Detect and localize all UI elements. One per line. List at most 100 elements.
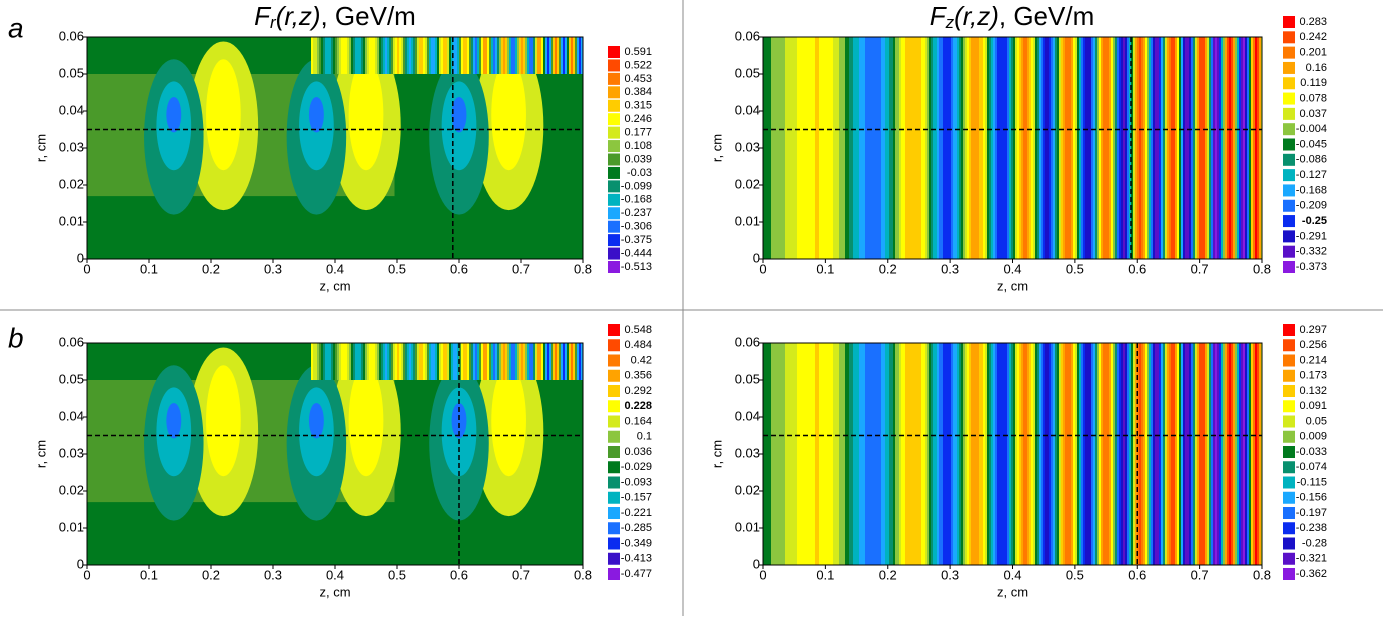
field-band (449, 37, 452, 74)
field-band (1087, 343, 1090, 565)
field-band (981, 343, 984, 565)
field-band (311, 343, 314, 380)
colorbar-swatch (1283, 169, 1295, 182)
field-band (1115, 37, 1118, 259)
colorbar-swatch (608, 552, 620, 565)
colorbar-label: 0.315 (624, 100, 652, 112)
field-band (537, 343, 540, 380)
field-band (1191, 343, 1194, 565)
field-band (945, 37, 948, 259)
field-band (1223, 343, 1226, 565)
field-band (807, 37, 810, 259)
field-band (1139, 343, 1142, 565)
colorbar-label: 0.256 (1299, 339, 1327, 351)
field-band (1059, 343, 1062, 565)
field-band (413, 37, 416, 74)
colorbar-swatch (1283, 385, 1295, 397)
field-band (967, 343, 970, 565)
field-band (1005, 343, 1008, 565)
colorbar-label: -0.168 (1296, 184, 1327, 196)
field-band (769, 37, 772, 259)
y-tick-label: 0.06 (59, 334, 84, 349)
colorbar-label: 0.177 (624, 127, 652, 139)
colorbar-label: 0.16 (1306, 62, 1327, 74)
field-band (979, 37, 982, 259)
field-band (1237, 343, 1240, 565)
x-tick-label: 0.8 (574, 567, 592, 582)
colorbar-swatch (1283, 199, 1295, 212)
field-band (575, 37, 578, 74)
x-tick-label: 0.7 (512, 261, 530, 276)
field-band (1215, 37, 1218, 259)
field-band (1025, 343, 1028, 565)
y-tick-label: 0 (753, 556, 760, 571)
colorbar-swatch (1283, 354, 1295, 367)
field-band (393, 343, 396, 380)
field-band (999, 37, 1002, 259)
field-band (443, 37, 446, 74)
field-band (523, 343, 526, 380)
field-band (1093, 343, 1096, 565)
field-band (1087, 37, 1090, 259)
field-band (339, 343, 342, 380)
colorbar-swatch (1283, 261, 1295, 273)
field-band (537, 37, 540, 74)
field-band (563, 37, 566, 74)
field-band (1111, 37, 1114, 259)
colorbar-label: -0.086 (1296, 154, 1327, 166)
x-tick-label: 0.4 (1003, 261, 1021, 276)
field-band (803, 37, 806, 259)
field-band (513, 37, 516, 74)
field-band (943, 37, 946, 259)
field-band (1099, 343, 1102, 565)
field-band (489, 37, 492, 74)
field-band (475, 343, 478, 380)
field-band (1057, 37, 1060, 259)
field-band (921, 37, 924, 259)
colorbar-swatch (608, 46, 620, 58)
field-band (1153, 37, 1156, 259)
field-band (805, 37, 808, 259)
field-band (1235, 37, 1238, 259)
colorbar-swatch (608, 220, 620, 233)
field-band (891, 37, 894, 259)
field-band (1247, 343, 1250, 565)
field-band (461, 37, 464, 74)
colorbar-swatch (608, 568, 620, 580)
field-lobe (206, 365, 241, 477)
field-band (393, 37, 396, 74)
field-band (459, 37, 462, 74)
colorbar-label: -0.099 (621, 180, 652, 192)
field-band (961, 37, 964, 259)
field-band (827, 343, 830, 565)
colorbar-label: 0.283 (1299, 16, 1327, 28)
field-band (855, 37, 858, 259)
field-band (855, 343, 858, 565)
field-band (457, 343, 460, 380)
field-band (1091, 37, 1094, 259)
field-band (407, 343, 410, 380)
field-band (767, 343, 770, 565)
field-band (319, 37, 322, 74)
colorbar-label: 0.292 (624, 385, 652, 397)
field-band (1017, 343, 1020, 565)
y-tick-label: 0.02 (735, 176, 760, 191)
field-band (847, 37, 850, 259)
field-band (559, 37, 562, 74)
field-band (373, 37, 376, 74)
field-band (909, 37, 912, 259)
field-band (315, 37, 318, 74)
field-band (1015, 343, 1018, 565)
field-band (1027, 343, 1030, 565)
field-band (943, 343, 946, 565)
colorbar-swatch (1283, 16, 1295, 28)
field-band (1017, 37, 1020, 259)
field-band (499, 37, 502, 74)
field-band (961, 343, 964, 565)
colorbar-label: -0.168 (621, 194, 652, 206)
field-band (925, 343, 928, 565)
field-band (795, 37, 798, 259)
x-tick-label: 0.2 (879, 567, 897, 582)
title-part: , GeV/m (320, 1, 415, 31)
field-band (1117, 343, 1120, 565)
